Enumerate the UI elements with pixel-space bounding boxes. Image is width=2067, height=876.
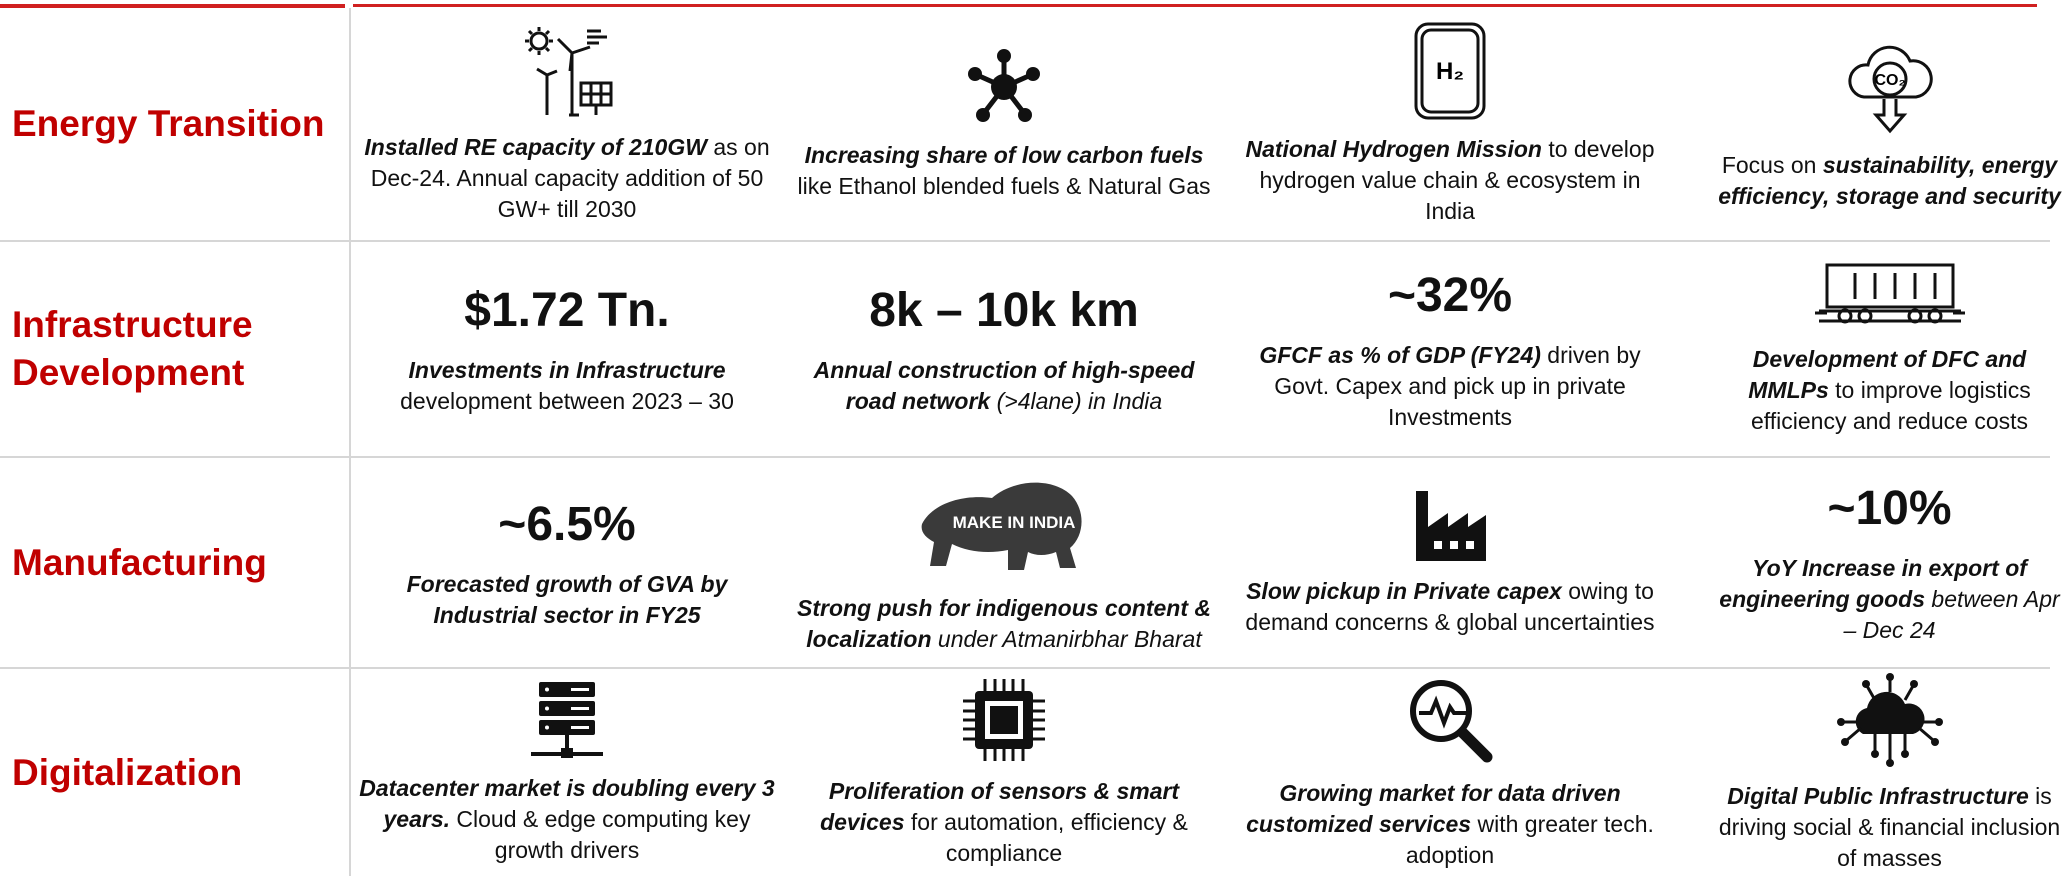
highlight-cell: ~6.5% Forecasted growth of GVA by Industr… xyxy=(357,458,777,667)
description: Development of DFC and MMLPs to improve … xyxy=(1712,344,2067,437)
highlight-cell: Growing market for data driven customize… xyxy=(1240,669,1660,876)
icon xyxy=(959,47,1049,132)
icon-label: H₂ xyxy=(1436,58,1464,85)
icon xyxy=(527,680,607,765)
key-stat: 8k – 10k km xyxy=(869,281,1139,341)
text-run: Focus on xyxy=(1722,152,1823,178)
icon-graphic xyxy=(959,47,1049,127)
description: Investments in Infrastructure developmen… xyxy=(357,355,777,417)
icon-graphic: CO₂ xyxy=(1840,37,1940,137)
icon xyxy=(1405,675,1495,770)
section-row: Infrastructure Development $1.72 Tn. Inves… xyxy=(0,242,2067,456)
icon-graphic xyxy=(1405,675,1495,765)
section-row: Manufacturing ~6.5% Forecasted growth of G… xyxy=(0,458,2067,667)
highlight-cell: MAKE IN INDIA Strong push for indigenous … xyxy=(794,458,1214,667)
icon: CO₂ xyxy=(1840,37,1940,142)
text-run: GFCF as % of GDP (FY24) xyxy=(1259,342,1541,368)
icon-graphic xyxy=(1835,672,1945,768)
description: Slow pickup in Private capex owing to de… xyxy=(1240,576,1660,638)
text-run: Investments in Infrastructure xyxy=(409,357,726,383)
section-label: Energy Transition xyxy=(12,8,342,240)
highlight-cell: Increasing share of low carbon fuels lik… xyxy=(794,8,1214,240)
text-run: Increasing share of low carbon fuels xyxy=(805,142,1204,168)
text-run: Slow pickup in Private capex xyxy=(1246,578,1562,604)
text-run: development between 2023 – 30 xyxy=(400,388,734,414)
text-run: Installed RE capacity of 210GW xyxy=(364,134,707,160)
page: (() => { const data = JSON.parse(documen… xyxy=(0,0,2067,876)
description: Focus on sustainability, energy efficien… xyxy=(1712,150,2067,212)
text-run: Digital Public Infrastructure xyxy=(1727,783,2029,809)
highlight-cell: Installed RE capacity of 210GW as on Dec… xyxy=(357,8,777,240)
highlight-cell: ~32% GFCF as % of GDP (FY24) driven by Go… xyxy=(1240,242,1660,456)
section-label: Manufacturing xyxy=(12,458,342,667)
key-stat: ~10% xyxy=(1827,479,1951,539)
icon-graphic xyxy=(527,680,607,760)
top-rule xyxy=(353,4,2037,7)
icon-graphic xyxy=(517,23,617,119)
description: Forecasted growth of GVA by Industrial s… xyxy=(357,569,777,631)
description: Digital Public Infrastructure is driving… xyxy=(1712,781,2067,874)
section-label: Digitalization xyxy=(12,669,342,876)
icon-graphic xyxy=(961,677,1047,763)
key-stat: ~32% xyxy=(1388,266,1512,326)
text-run: like Ethanol blended fuels & Natural Gas xyxy=(798,173,1211,199)
icon xyxy=(961,677,1047,768)
description: Proliferation of sensors & smart devices… xyxy=(794,776,1214,869)
description: GFCF as % of GDP (FY24) driven by Govt. … xyxy=(1240,340,1660,433)
highlight-cell: Datacenter market is doubling every 3 ye… xyxy=(357,669,777,876)
text-run: Cloud & edge computing key growth driver… xyxy=(450,806,750,863)
description: Increasing share of low carbon fuels lik… xyxy=(794,140,1214,202)
icon-label: CO₂ xyxy=(1874,72,1905,89)
text-run: National Hydrogen Mission xyxy=(1245,136,1541,162)
text-run: Forecasted growth of GVA by Industrial s… xyxy=(407,571,728,628)
text-run: under Atmanirbhar Bharat xyxy=(932,626,1202,652)
highlight-cell: 8k – 10k km Annual construction of high-s… xyxy=(794,242,1214,456)
description: National Hydrogen Mission to develop hyd… xyxy=(1240,134,1660,227)
icon xyxy=(517,23,617,124)
icon-graphic: MAKE IN INDIA xyxy=(914,470,1094,580)
highlight-cell: ~10% YoY Increase in export of engineerin… xyxy=(1712,458,2067,667)
highlight-cell: Development of DFC and MMLPs to improve … xyxy=(1712,242,2067,456)
highlight-cell: Slow pickup in Private capex owing to de… xyxy=(1240,458,1660,667)
description: Installed RE capacity of 210GW as on Dec… xyxy=(357,132,777,225)
logo-text: MAKE IN INDIA xyxy=(953,513,1076,532)
icon-graphic xyxy=(1410,487,1490,563)
key-stat: $1.72 Tn. xyxy=(464,281,669,341)
icon: MAKE IN INDIA xyxy=(914,470,1094,585)
icon-graphic: H₂ xyxy=(1410,21,1490,121)
icon xyxy=(1410,487,1490,568)
text-run: for automation, efficiency & compliance xyxy=(905,809,1188,866)
key-stat: ~6.5% xyxy=(498,495,635,555)
description: Strong push for indigenous content & loc… xyxy=(794,593,1214,655)
description: Datacenter market is doubling every 3 ye… xyxy=(357,773,777,866)
section-label: Infrastructure Development xyxy=(12,242,342,456)
text-run: (>4lane) in India xyxy=(990,388,1162,414)
icon xyxy=(1835,672,1945,773)
description: Growing market for data driven customize… xyxy=(1240,778,1660,871)
section-row: DigitalizationDatacenter market is doubl… xyxy=(0,669,2067,876)
highlight-cell: H₂ National Hydrogen Mission to develop h… xyxy=(1240,8,1660,240)
description: YoY Increase in export of engineering go… xyxy=(1712,553,2067,646)
description: Annual construction of high-speed road n… xyxy=(794,355,1214,417)
icon xyxy=(1815,261,1965,336)
icon-graphic xyxy=(1815,261,1965,331)
highlight-cell: Proliferation of sensors & smart devices… xyxy=(794,669,1214,876)
highlight-cell: $1.72 Tn. Investments in Infrastructure d… xyxy=(357,242,777,456)
highlight-cell: CO₂ Focus on sustainability, energy effic… xyxy=(1712,8,2067,240)
icon: H₂ xyxy=(1410,21,1490,126)
highlight-cell: Digital Public Infrastructure is driving… xyxy=(1712,669,2067,876)
